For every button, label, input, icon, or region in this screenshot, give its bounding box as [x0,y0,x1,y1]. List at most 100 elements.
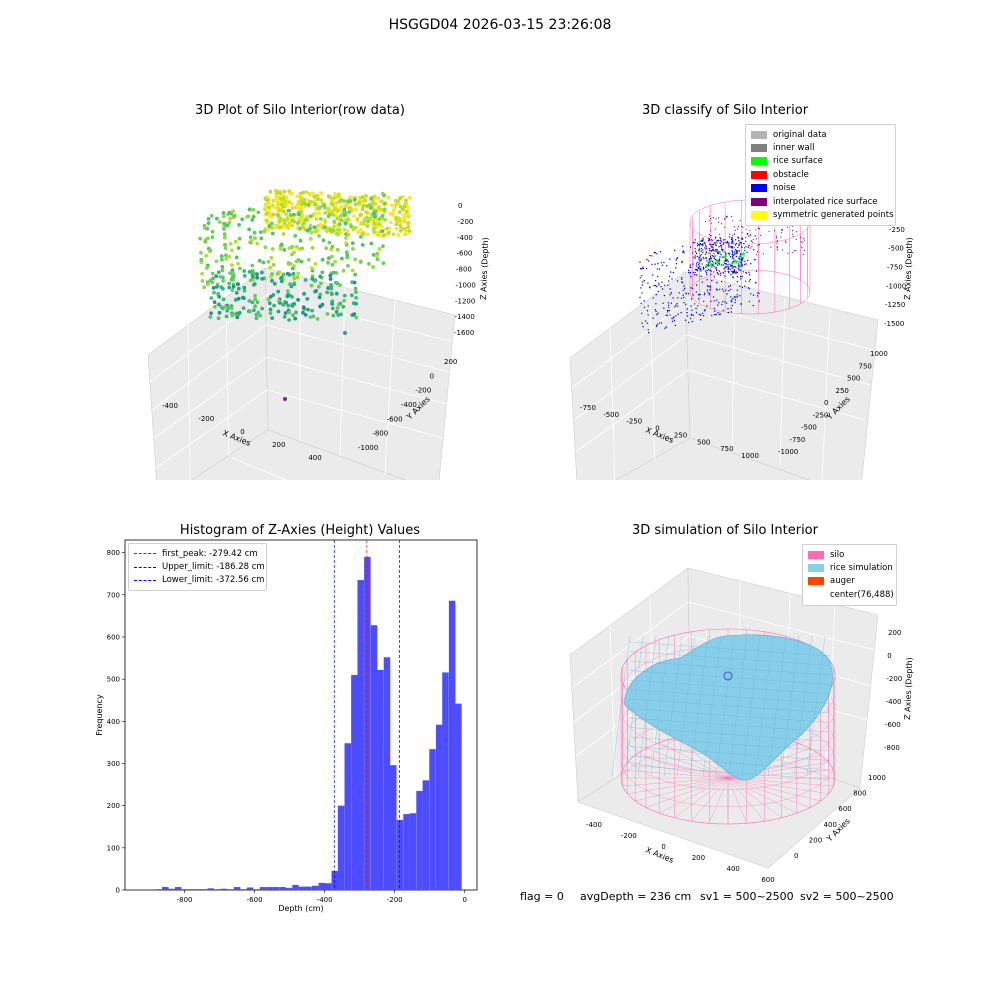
silo-floor-line [691,777,729,822]
raw-point [249,239,254,243]
histogram-bar [155,889,162,890]
histogram-bar [227,889,234,890]
rice-mesh-line [806,635,826,777]
noise-point [664,327,666,329]
histogram-x-tick: 0 [463,896,467,904]
histogram-bar [311,885,319,890]
raw-point [284,196,289,201]
noise-point [734,239,737,241]
raw-point [365,232,370,237]
histogram-bar [331,871,339,890]
interpolated-point [726,215,728,217]
raw-point [327,240,332,245]
raw-point [210,229,215,234]
noise-point [658,282,660,284]
raw-point [368,205,373,210]
raw-point [268,307,273,312]
interpolated-point [760,234,762,236]
raw-point [208,315,213,319]
noise-point [728,263,730,265]
legend-item: Lower_limit: -372.56 cm [134,574,264,587]
noise-point [736,250,738,252]
interpolated-point [719,233,721,235]
raw-point [310,276,315,281]
interpolated-point [733,247,735,249]
noise-point [713,300,715,302]
raw-point [330,262,335,267]
noise-point [701,263,703,265]
raw-point [275,191,279,195]
noise-point [681,277,683,279]
raw-point [296,297,300,302]
noise-point [663,294,666,297]
noise-point [698,248,700,250]
noise-point [695,291,697,293]
raw-point [301,190,305,195]
noise-point [697,267,700,270]
raw-point [270,231,275,236]
raw-point [200,272,205,276]
noise-point [731,298,733,300]
noise-point [647,260,650,262]
noise-point [758,244,761,246]
histogram-bars [155,556,462,890]
sim-x-tick: 200 [692,854,705,862]
raw-point [358,227,363,232]
noise-point [728,244,730,247]
raw-point [287,200,292,205]
classify-plot-title: 3D classify of Silo Interior [641,103,809,118]
interpolated-point [799,236,801,238]
noise-point [730,288,732,291]
raw-point [367,262,371,266]
interpolated-point [785,241,787,244]
histogram-legend: first_peak: -279.42 cm Upper_limit: -186… [128,543,267,592]
legend-item: symmetric generated points [751,208,894,221]
raw-x-tick: 0 [240,428,244,436]
rice-mesh-line [715,635,735,777]
raw-point [222,221,227,226]
noise-point [714,310,716,312]
interpolated-point [724,239,726,241]
raw-point [250,263,255,268]
noise-point [688,272,690,274]
raw-point [407,229,412,233]
legend-swatch [808,550,824,559]
raw-point [294,259,299,264]
silo-floor-line [727,777,811,808]
noise-point [738,250,740,252]
legend-label: original data [773,129,827,140]
raw-point [247,270,252,274]
classify-y-tick: 0 [824,399,828,407]
histogram-bar [181,889,189,890]
noise-point [738,239,740,242]
raw-point [348,195,353,199]
noise-point [692,294,694,296]
raw-point [310,308,314,313]
noise-point [655,310,657,312]
legend-label: auger [830,576,855,587]
raw-point [403,229,408,234]
noise-point [757,292,759,294]
raw-point [290,244,295,249]
raw-point [297,199,301,204]
raw-point [312,194,317,199]
raw-point [283,311,288,315]
noise-point [745,280,747,282]
histogram-x-tick: -800 [177,896,193,904]
noise-point [665,314,667,316]
raw-point [363,198,368,203]
raw-point [389,220,393,225]
raw-point [231,277,236,282]
noise-point [712,243,715,246]
noise-point [731,265,734,267]
silo-floor-line [659,777,729,814]
noise-point [710,300,712,302]
noise-point [642,281,644,283]
noise-point [674,249,676,251]
raw-point [346,199,351,204]
raw-point [387,226,392,231]
noise-point [688,321,690,324]
histogram-bar [187,889,195,890]
noise-point [677,297,679,299]
legend-swatch [808,564,824,573]
